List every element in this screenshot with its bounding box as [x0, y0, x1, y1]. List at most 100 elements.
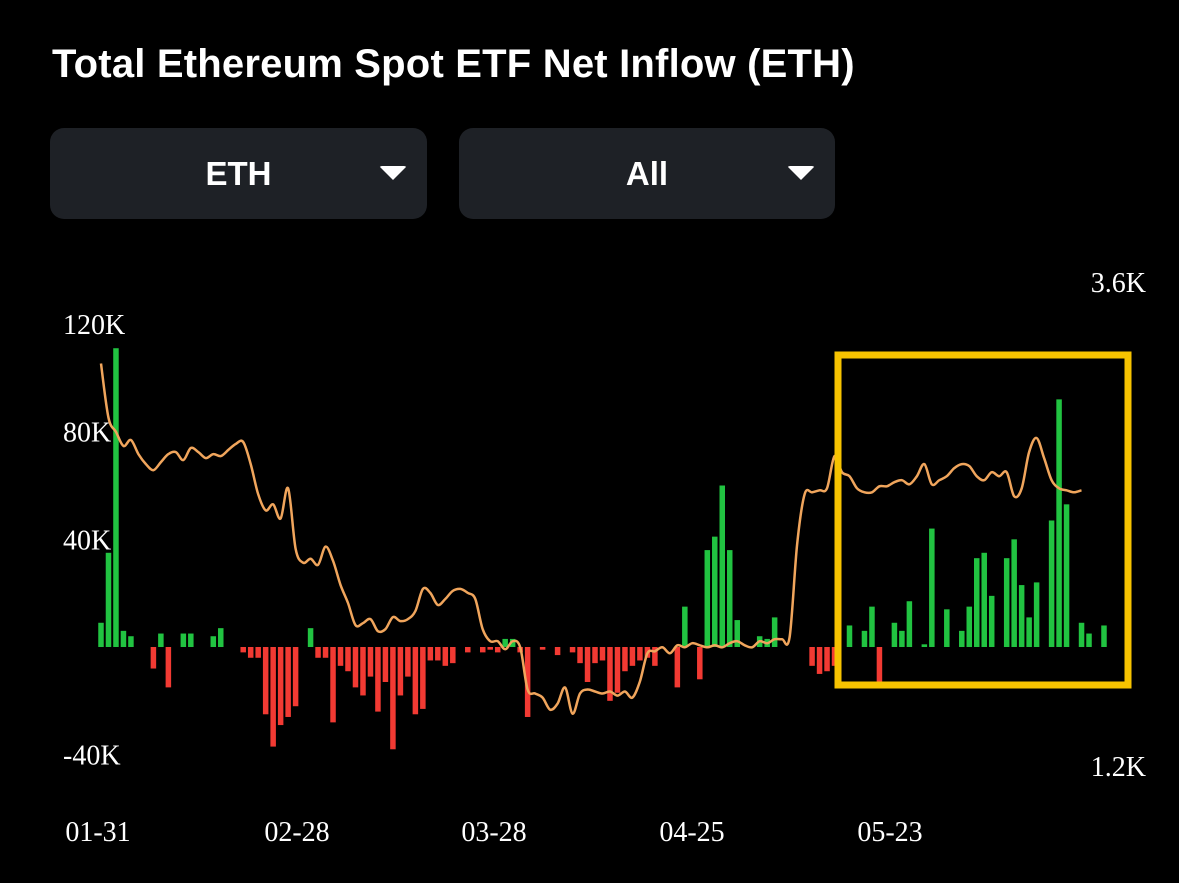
outflow-bar — [412, 647, 419, 715]
outflow-bar — [524, 647, 531, 717]
inflow-bar — [861, 630, 868, 647]
outflow-bar — [554, 647, 561, 656]
outflow-bar — [360, 647, 366, 696]
outflow-bar — [262, 647, 269, 715]
outflow-bar — [465, 647, 471, 653]
outflow-bar — [629, 647, 636, 666]
inflow-bar — [128, 636, 134, 647]
highlight-box — [834, 351, 1132, 689]
right-axis-ticks: 3.6K 1.2K — [1091, 268, 1146, 783]
outflow-bar — [322, 647, 329, 658]
outflow-bar — [405, 647, 411, 677]
inflow-bar — [1026, 617, 1032, 647]
inflow-bar — [726, 550, 733, 647]
left-tick-label: -40K — [63, 741, 121, 772]
left-axis-ticks: 120K 80K 40K -40K — [63, 310, 125, 772]
outflow-bar — [330, 647, 336, 723]
outflow-bar — [876, 647, 883, 685]
inflow-bar — [1033, 582, 1040, 647]
inflow-bar — [1101, 625, 1107, 647]
range-select-dropdown[interactable]: All — [459, 128, 835, 219]
outflow-bar — [367, 647, 374, 677]
outflow-bar — [315, 647, 321, 658]
price-line-layer — [99, 363, 1082, 715]
outflow-bar — [637, 647, 643, 661]
inflow-bar — [210, 636, 217, 647]
left-tick-label: 80K — [63, 418, 111, 449]
caret-down-icon — [787, 166, 815, 180]
outflow-bar — [816, 647, 823, 674]
unit-select-dropdown[interactable]: ETH — [50, 128, 427, 219]
outflow-bar — [427, 647, 434, 661]
inflow-bar — [899, 630, 905, 647]
inflow-bar — [158, 633, 164, 647]
inflow-bar — [113, 348, 119, 647]
outflow-bar — [599, 647, 606, 661]
inflow-bar — [869, 606, 875, 648]
outflow-bar — [614, 647, 621, 693]
inflow-bar — [734, 620, 740, 647]
outflow-bar — [622, 647, 628, 672]
inflow-bar — [1003, 558, 1010, 647]
inflow-bar — [1011, 539, 1017, 647]
outflow-bar — [435, 647, 441, 661]
inflow-bar — [218, 628, 224, 647]
chart-title: Total Ethereum Spot ETF Net Inflow (ETH) — [52, 42, 855, 86]
x-tick-label: 05-23 — [857, 817, 922, 848]
outflow-bar — [352, 647, 359, 688]
outflow-bar — [240, 647, 246, 653]
inflow-bar — [1078, 622, 1085, 647]
outflow-bar — [150, 647, 157, 669]
outflow-bar — [607, 647, 613, 701]
outflow-bar — [247, 647, 254, 658]
left-tick-label: 120K — [63, 310, 125, 341]
unit-select-value: ETH — [205, 154, 272, 192]
outflow-bar — [390, 647, 396, 750]
inflow-bar — [944, 609, 950, 647]
x-tick-label: 02-28 — [264, 817, 329, 848]
inflow-bar — [959, 630, 965, 647]
inflow-bar — [120, 630, 127, 647]
outflow-bar — [697, 647, 703, 680]
inflow-bar — [846, 625, 853, 647]
x-tick-label: 03-28 — [461, 817, 526, 848]
inflow-bar — [1018, 585, 1025, 647]
outflow-bar — [577, 647, 583, 664]
inflow-bar — [988, 595, 995, 647]
x-tick-label: 01-31 — [65, 817, 130, 848]
inflow-bar — [719, 485, 725, 647]
inflow-bar — [929, 528, 935, 647]
right-tick-label: 1.2K — [1091, 752, 1146, 783]
outflow-bar — [652, 647, 658, 666]
inflow-bar — [509, 638, 516, 647]
x-tick-label: 04-25 — [659, 817, 724, 848]
inflow-bar — [771, 617, 778, 647]
inflow-bar — [966, 606, 973, 648]
inflow-bar — [704, 550, 711, 647]
outflow-bar — [337, 647, 344, 666]
outflow-bar — [442, 647, 449, 666]
outflow-bar — [569, 647, 576, 653]
outflow-bar — [450, 647, 456, 664]
inflow-bar — [307, 628, 314, 647]
inflow-bar — [180, 633, 187, 647]
inflow-bar — [1063, 504, 1070, 647]
right-tick-label: 3.6K — [1091, 268, 1146, 299]
outflow-bar — [345, 647, 351, 672]
outflow-bar — [382, 647, 389, 682]
inflow-bar — [1056, 399, 1062, 647]
inflow-bar — [1086, 633, 1092, 647]
inflow-bar — [682, 606, 688, 648]
outflow-bar — [824, 647, 830, 672]
outflow-bar — [165, 647, 172, 688]
outflow-bar — [292, 647, 299, 707]
inflow-bars — [98, 348, 1107, 750]
inflow-bar — [906, 601, 913, 647]
outflow-bar — [255, 647, 261, 658]
outflow-bar — [285, 647, 291, 717]
outflow-bar — [674, 647, 681, 688]
outflow-bar — [584, 647, 591, 682]
outflow-bar — [487, 647, 493, 650]
outflow-bar — [479, 647, 486, 653]
